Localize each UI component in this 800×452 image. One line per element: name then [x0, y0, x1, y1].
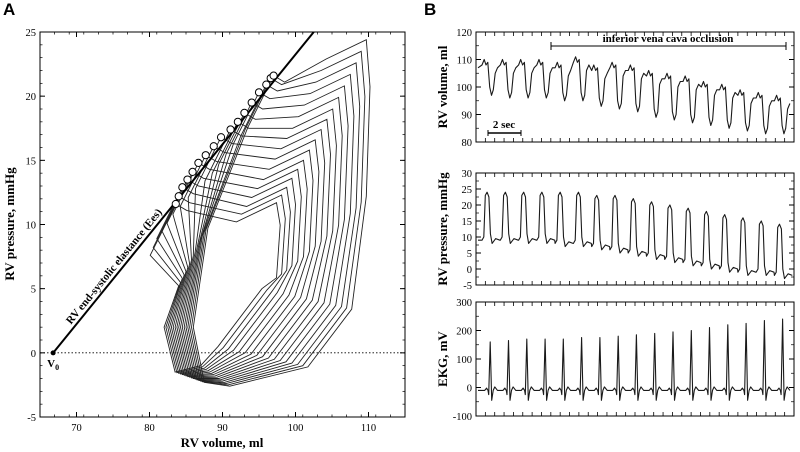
v0-label-subscript: 0	[55, 363, 59, 372]
a-xtick-label: 100	[288, 423, 304, 434]
end-systolic-point	[254, 88, 264, 97]
v0-label-text: V	[47, 358, 55, 370]
pv-loop	[152, 194, 286, 374]
a-ytick-label: 25	[26, 28, 37, 39]
a-xtick-label: 70	[71, 423, 82, 434]
panel-a-xlabel: RV volume, ml	[181, 435, 264, 450]
pv-loop-family	[149, 39, 371, 387]
b-ytick-label: -5	[463, 281, 472, 292]
end-systolic-point	[171, 199, 180, 209]
end-systolic-point	[226, 125, 235, 134]
pv-loop	[176, 139, 320, 378]
end-systolic-point	[178, 183, 187, 192]
time-scale-label: 2 sec	[493, 119, 515, 131]
b-ytick-label: 0	[467, 265, 472, 276]
end-systolic-point	[188, 167, 197, 176]
end-systolic-point	[174, 192, 183, 201]
pv-loop	[180, 118, 331, 379]
pv-loop	[174, 149, 314, 377]
end-systolic-point	[201, 151, 210, 160]
signal-trace	[478, 318, 791, 401]
end-systolic-point	[247, 98, 256, 107]
b-ylabel: RV pressure, mmHg	[435, 172, 450, 286]
b-ylabel: EKG, mV	[435, 331, 450, 387]
pv-loop	[192, 39, 371, 387]
b-ytick-label: -100	[453, 412, 472, 423]
signal-trace	[478, 191, 793, 280]
rv-pressure-subplot: -5 0 5 10 15 20 25 30 RV pressure, mmHg	[435, 169, 795, 292]
b-ytick-label: 80	[462, 138, 473, 149]
pv-loop	[189, 62, 361, 385]
ivc-occlusion-label: inferior vena cava occlusion	[603, 33, 734, 45]
pv-loop	[149, 202, 281, 373]
b-ytick-label: 15	[462, 217, 473, 228]
b-ytick-label: 25	[462, 185, 473, 196]
b-ytick-label: 90	[462, 111, 473, 122]
b-ytick-label: 100	[456, 355, 472, 366]
a-xtick-label: 90	[217, 423, 228, 434]
panel-a-ylabel: RV pressure, mmHg	[2, 167, 17, 281]
end-systolic-point	[194, 158, 203, 167]
end-systolic-point	[269, 71, 278, 80]
a-ytick-label: 10	[26, 221, 37, 232]
b-ytick-label: 100	[456, 83, 472, 94]
b-ytick-label: 5	[467, 249, 472, 260]
ees-line	[52, 31, 315, 354]
signal-trace	[477, 56, 791, 135]
pv-loop	[172, 159, 308, 376]
b-ytick-label: 200	[456, 327, 472, 338]
b-ylabel: RV volume, ml	[435, 45, 450, 128]
pv-loop	[156, 186, 291, 374]
v0-point	[50, 350, 56, 356]
ees-annotation: RV end-systolic elastance (Ees)	[64, 206, 165, 326]
panel-a-frame	[39, 31, 406, 418]
a-xtick-label: 110	[361, 423, 376, 434]
v0-label: V0	[47, 358, 59, 372]
panel-letter-a: A	[3, 0, 15, 19]
pv-loop	[161, 177, 296, 375]
b-ytick-label: 300	[456, 298, 472, 309]
pv-loop	[191, 50, 366, 386]
end-systolic-point	[209, 142, 218, 151]
b-ytick-label: 0	[467, 384, 472, 395]
ekg-subplot: -100 0 100 200 300 EKG, mV	[435, 298, 795, 423]
pv-loop	[183, 96, 343, 381]
a-ytick-label: 20	[26, 92, 37, 103]
end-systolic-point	[262, 80, 271, 89]
pv-loop	[187, 73, 355, 383]
panel-letter-b: B	[424, 0, 436, 19]
panel-b-traces: 80 90 100 110 120 RV volume, ml -5 0 5 10 15 20 25 3…	[435, 28, 795, 423]
end-systolic-point	[233, 117, 242, 126]
a-ytick-label: 15	[26, 156, 37, 167]
pv-loop	[181, 108, 337, 379]
b-ytick-label: 30	[462, 169, 473, 180]
a-ytick-label: -5	[27, 413, 36, 424]
end-systolic-point	[216, 133, 226, 142]
pv-loop	[166, 168, 302, 376]
pv-loop	[185, 85, 349, 382]
b-ytick-label: 110	[457, 56, 472, 67]
b-ytick-label: 120	[456, 28, 472, 39]
b-ytick-label: 10	[462, 233, 473, 244]
b-ytick-label: 20	[462, 201, 473, 212]
end-systolic-point	[240, 108, 249, 117]
a-ytick-label: 5	[31, 285, 36, 296]
end-systolic-point	[183, 175, 192, 184]
a-xtick-label: 80	[144, 423, 155, 434]
panel-a-pv-loops: 70 80 90 100 110 -5 0 5 10 15 20 25 RV end-systolic…	[2, 28, 406, 450]
rv-volume-subplot: 80 90 100 110 120 RV volume, ml	[435, 28, 795, 149]
pv-loop	[178, 128, 326, 378]
a-ytick-label: 0	[31, 349, 36, 360]
